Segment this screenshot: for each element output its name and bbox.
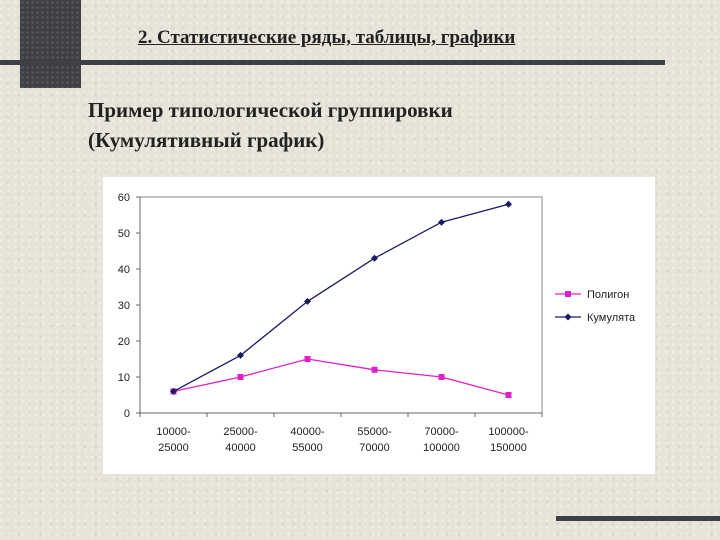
y-tick-label: 40 [118, 264, 130, 276]
slide-title: 2. Статистические ряды, таблицы, графики [138, 27, 516, 48]
x-tick-label: 55000 [292, 442, 323, 454]
y-tick-label: 30 [118, 300, 130, 312]
y-tick-label: 60 [118, 192, 130, 204]
data-point-2 [304, 297, 311, 305]
legend-label-2: Кумулята [587, 312, 636, 324]
legend-label-1: Полигон [587, 289, 629, 301]
y-tick-label: 20 [118, 336, 130, 348]
x-tick-label: 10000- [156, 426, 191, 438]
subtitle-line-1: Пример типологической группировки [88, 98, 453, 122]
legend-marker-1 [565, 291, 571, 297]
legend-marker-2 [564, 313, 572, 321]
x-tick-label: 40000- [290, 426, 325, 438]
x-tick-label: 100000 [423, 442, 460, 454]
series-line-2 [173, 203, 509, 392]
data-point-2 [438, 218, 445, 226]
x-tick-label: 55000- [357, 426, 392, 438]
line-chart: 0 10 20 30 40 50 60 10000- 25000 25000- 40000 40000… [118, 192, 636, 454]
plot-area-border [139, 196, 543, 414]
subtitle-line-2: (Кумулятивный график) [88, 128, 325, 152]
x-tick-label: 25000- [223, 426, 258, 438]
data-point-1 [371, 366, 378, 373]
data-point-1 [304, 356, 311, 362]
data-point-1 [237, 374, 244, 380]
data-point-2 [237, 351, 244, 359]
data-point-2 [505, 200, 512, 208]
data-point-1 [505, 392, 512, 398]
bottom-divider-bar [556, 516, 720, 521]
x-tick-label: 150000 [490, 442, 527, 454]
chart-container: 0 10 20 30 40 50 60 10000- 25000 25000- 40000 40000… [103, 177, 655, 474]
x-tick-label: 70000- [424, 426, 459, 438]
top-divider-bar [0, 60, 665, 65]
decorative-dark-block [20, 0, 81, 88]
data-point-2 [371, 254, 378, 262]
x-tick-label: 70000 [359, 442, 390, 454]
series-line-1 [173, 358, 509, 396]
x-tick-label: 25000 [158, 442, 189, 454]
x-tick-label: 40000 [225, 442, 256, 454]
y-tick-label: 10 [118, 372, 130, 384]
y-tick-label: 50 [118, 228, 130, 240]
y-tick-label: 0 [124, 408, 130, 420]
x-tick-label: 100000- [488, 426, 529, 438]
data-point-2 [170, 387, 177, 395]
data-point-1 [438, 374, 445, 380]
